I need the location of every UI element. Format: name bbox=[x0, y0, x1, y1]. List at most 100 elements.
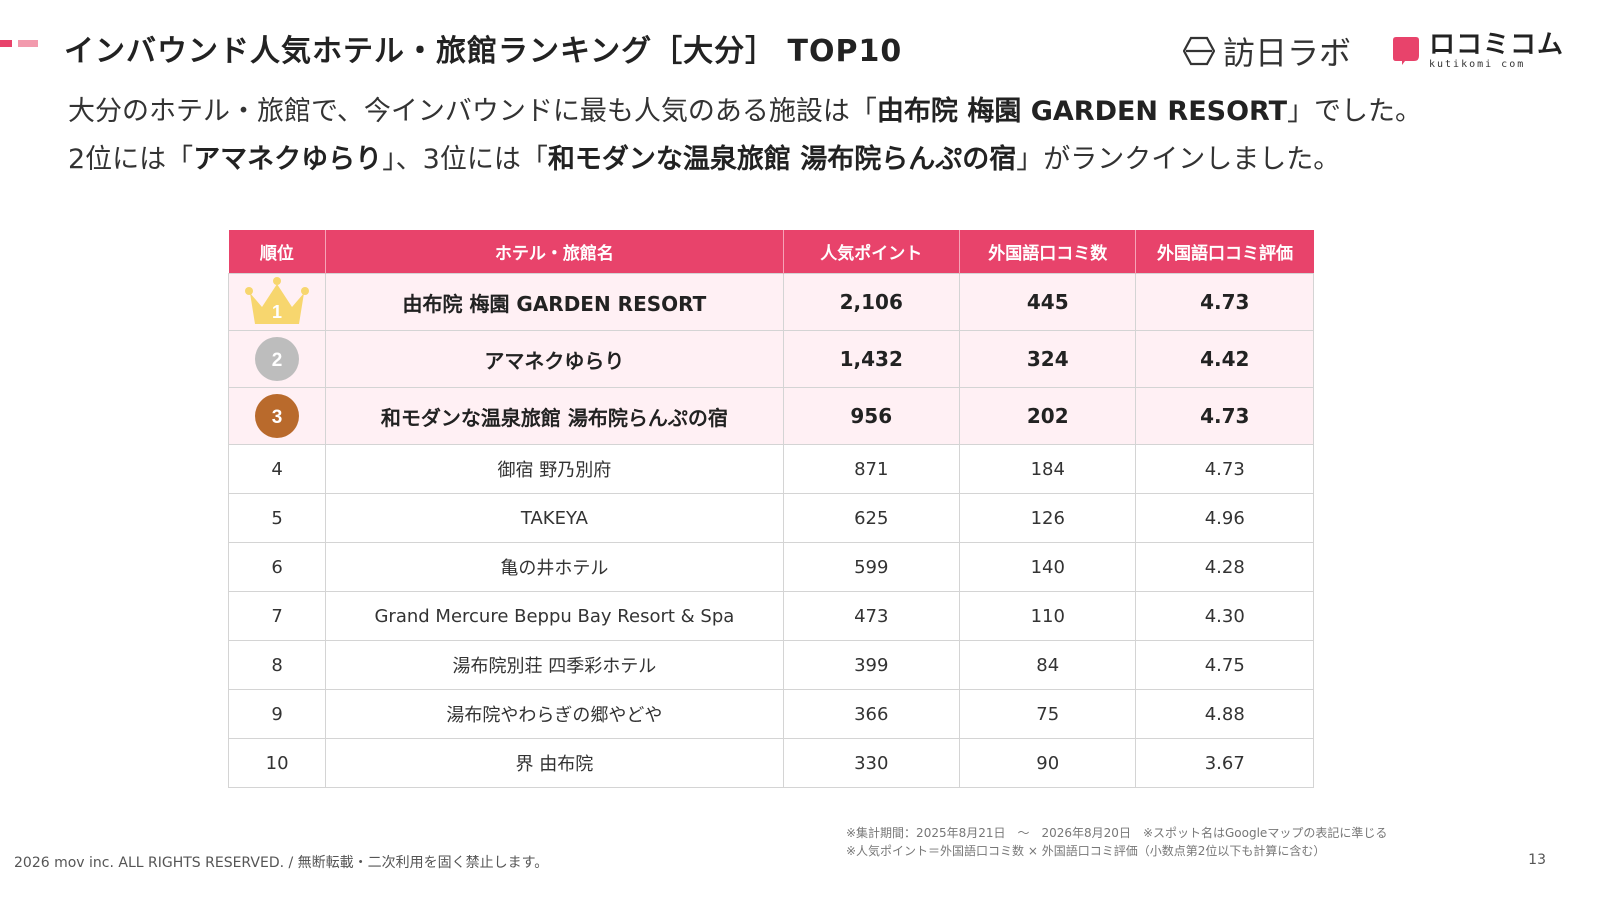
kuchikomi-logo-text: ロコミコム bbox=[1428, 30, 1564, 60]
review-count-cell: 126 bbox=[958, 493, 1137, 543]
review-rating-cell: 3.67 bbox=[1135, 738, 1314, 788]
table-row: 4 御宿 野乃別府 871 184 4.73 bbox=[227, 444, 1314, 494]
speech-bubble-icon bbox=[1392, 37, 1419, 65]
table-row: 2 アマネクゆらり 1,432 324 4.42 bbox=[227, 330, 1314, 388]
rank-cell: 8 bbox=[227, 640, 327, 690]
hotel-name: 和モダンな温泉旅館 湯布院らんぷの宿 bbox=[325, 387, 784, 445]
hotel-name: Grand Mercure Beppu Bay Resort & Spa bbox=[325, 591, 784, 641]
rank-number: 2 bbox=[272, 350, 283, 371]
lead-highlight-second: アマネクゆらり bbox=[193, 144, 383, 175]
footnote-period: ※集計期間：2025年8月21日 〜 2026年8月20日 ※スポット名はGoo… bbox=[846, 826, 1388, 840]
accent-bar-dark bbox=[0, 40, 12, 47]
rank-cell: 7 bbox=[227, 591, 327, 641]
table-row: 6 亀の井ホテル 599 140 4.28 bbox=[227, 542, 1314, 592]
review-rating-cell: 4.73 bbox=[1135, 387, 1314, 445]
footnotes: ※集計期間：2025年8月21日 〜 2026年8月20日 ※スポット名はGoo… bbox=[846, 824, 1387, 860]
points-cell: 871 bbox=[782, 444, 961, 494]
logo-area: 訪日ラボ ロコミコム kutikomi com bbox=[1182, 28, 1564, 74]
points-cell: 366 bbox=[782, 689, 961, 739]
review-count-cell: 90 bbox=[958, 738, 1137, 788]
kuchikomi-logo-subtext: kutikomi com bbox=[1428, 59, 1526, 70]
review-count-cell: 445 bbox=[958, 273, 1137, 331]
hotel-name: 界 由布院 bbox=[325, 738, 784, 788]
footnote-formula: ※人気ポイント＝外国語口コミ数 × 外国語口コミ評価（小数点第2位以下も計算に含… bbox=[846, 844, 1326, 858]
points-cell: 330 bbox=[782, 738, 961, 788]
lead-text-segment: 」でした。 bbox=[1287, 96, 1423, 127]
lead-text-segment: 大分のホテル・旅館で、今インバウンドに最も人気のある施設は「 bbox=[68, 96, 877, 127]
hotel-name: 亀の井ホテル bbox=[325, 542, 784, 592]
review-rating-cell: 4.28 bbox=[1135, 542, 1314, 592]
lead-line-2: 2位には「アマネクゆらり」、3位には「和モダンな温泉旅館 湯布院らんぷの宿」がラ… bbox=[68, 136, 1588, 184]
hounichi-logo-text: 訪日ラボ bbox=[1222, 34, 1351, 72]
hotel-name: TAKEYA bbox=[325, 493, 784, 543]
rank-cell: 5 bbox=[227, 493, 327, 543]
lead-text: 大分のホテル・旅館で、今インバウンドに最も人気のある施設は「由布院 梅園 GAR… bbox=[68, 88, 1588, 184]
ranking-table: 順位 ホテル・旅館名 人気ポイント 外国語口コミ数 外国語口コミ評価 1 由布院… bbox=[227, 230, 1314, 788]
lead-highlight-third: 和モダンな温泉旅館 湯布院らんぷの宿 bbox=[547, 144, 1017, 175]
review-count-cell: 110 bbox=[958, 591, 1137, 641]
points-cell: 599 bbox=[782, 542, 961, 592]
header-points: 人気ポイント bbox=[783, 230, 961, 274]
hotel-name: 湯布院別荘 四季彩ホテル bbox=[325, 640, 784, 690]
rank-cell: 6 bbox=[227, 542, 327, 592]
hotel-name: 由布院 梅園 GARDEN RESORT bbox=[325, 273, 784, 331]
table-header-row: 順位 ホテル・旅館名 人気ポイント 外国語口コミ数 外国語口コミ評価 bbox=[228, 230, 1314, 274]
lead-highlight-first: 由布院 梅園 GARDEN RESORT bbox=[876, 96, 1288, 127]
header-review-count: 外国語口コミ数 bbox=[959, 230, 1137, 274]
points-cell: 2,106 bbox=[782, 273, 961, 331]
rank-cell: 4 bbox=[227, 444, 327, 494]
review-count-cell: 184 bbox=[958, 444, 1137, 494]
review-count-cell: 202 bbox=[958, 387, 1137, 445]
table-row: 1 由布院 梅園 GARDEN RESORT 2,106 445 4.73 bbox=[227, 273, 1314, 331]
rank-number: 3 bbox=[272, 407, 283, 428]
points-cell: 1,432 bbox=[782, 330, 961, 388]
review-rating-cell: 4.88 bbox=[1135, 689, 1314, 739]
crown-icon: 1 bbox=[245, 277, 310, 324]
accent-bar bbox=[0, 40, 38, 47]
hotel-name: 御宿 野乃別府 bbox=[325, 444, 784, 494]
review-count-cell: 324 bbox=[958, 330, 1137, 388]
page-number: 13 bbox=[1528, 852, 1546, 868]
review-rating-cell: 4.96 bbox=[1135, 493, 1314, 543]
review-count-cell: 84 bbox=[958, 640, 1137, 690]
table-row: 8 湯布院別荘 四季彩ホテル 399 84 4.75 bbox=[227, 640, 1314, 690]
hounichi-logo-icon bbox=[1182, 36, 1215, 66]
table-row: 5 TAKEYA 625 126 4.96 bbox=[227, 493, 1314, 543]
review-rating-cell: 4.30 bbox=[1135, 591, 1314, 641]
table-row: 7 Grand Mercure Beppu Bay Resort & Spa 4… bbox=[227, 591, 1314, 641]
table-row: 9 湯布院やわらぎの郷やどや 366 75 4.88 bbox=[227, 689, 1314, 739]
rank-cell: 2 bbox=[227, 330, 327, 388]
rank-cell: 10 bbox=[227, 738, 327, 788]
hotel-name: 湯布院やわらぎの郷やどや bbox=[325, 689, 784, 739]
rank-cell: 9 bbox=[227, 689, 327, 739]
bronze-medal-icon: 3 bbox=[255, 394, 300, 438]
review-count-cell: 140 bbox=[958, 542, 1137, 592]
review-rating-cell: 4.73 bbox=[1135, 444, 1314, 494]
review-rating-cell: 4.73 bbox=[1135, 273, 1314, 331]
kuchikomi-logo: ロコミコム kutikomi com bbox=[1391, 32, 1564, 70]
header-rank: 順位 bbox=[228, 230, 327, 274]
rank-cell: 3 bbox=[227, 387, 327, 445]
points-cell: 625 bbox=[782, 493, 961, 543]
header-review-rating: 外国語口コミ評価 bbox=[1135, 230, 1314, 274]
page-title: インバウンド人気ホテル・旅館ランキング［大分］ TOP10 bbox=[64, 34, 903, 69]
hounichi-logo: 訪日ラボ bbox=[1182, 28, 1351, 74]
points-cell: 956 bbox=[782, 387, 961, 445]
lead-text-segment: 」、3位には「 bbox=[382, 144, 548, 175]
copyright: 2026 mov inc. ALL RIGHTS RESERVED. / 無断転… bbox=[14, 855, 549, 871]
table-row: 3 和モダンな温泉旅館 湯布院らんぷの宿 956 202 4.73 bbox=[227, 387, 1314, 445]
header-name: ホテル・旅館名 bbox=[325, 230, 784, 274]
review-rating-cell: 4.42 bbox=[1135, 330, 1314, 388]
table-row: 10 界 由布院 330 90 3.67 bbox=[227, 738, 1314, 788]
lead-text-segment: 」がランクインしました。 bbox=[1016, 144, 1341, 175]
points-cell: 399 bbox=[782, 640, 961, 690]
hotel-name: アマネクゆらり bbox=[325, 330, 784, 388]
accent-bar-light bbox=[17, 40, 38, 47]
silver-medal-icon: 2 bbox=[255, 337, 300, 381]
points-cell: 473 bbox=[782, 591, 961, 641]
rank-cell: 1 bbox=[227, 273, 327, 331]
lead-text-segment: 2位には「 bbox=[68, 144, 194, 175]
rank-number: 1 bbox=[272, 302, 282, 322]
lead-line-1: 大分のホテル・旅館で、今インバウンドに最も人気のある施設は「由布院 梅園 GAR… bbox=[68, 88, 1588, 136]
review-rating-cell: 4.75 bbox=[1135, 640, 1314, 690]
